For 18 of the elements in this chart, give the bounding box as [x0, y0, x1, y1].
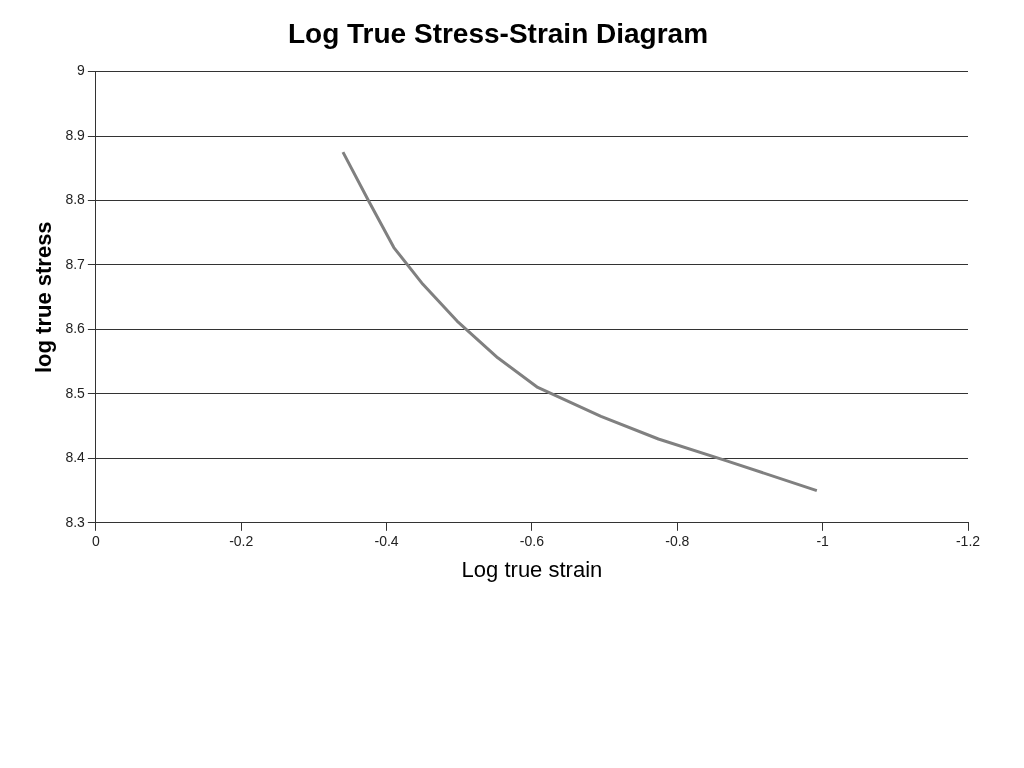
y-tick-label: 8.4: [65, 449, 86, 466]
y-tick-label: 8.8: [65, 191, 86, 208]
y-tick-label: 8.5: [65, 384, 86, 401]
y-tick-label: 8.9: [65, 126, 86, 143]
x-tick-label: 0: [91, 533, 100, 550]
x-tick-label: -1.2: [955, 533, 981, 550]
y-tick-label: 8.6: [65, 320, 86, 337]
chart-title: Log True Stress-Strain Diagram: [287, 17, 709, 49]
x-tick-label: -0.2: [229, 533, 254, 550]
y-axis-title: log true stress: [31, 221, 57, 373]
x-tick-label: -1: [816, 533, 830, 550]
y-tick-label: 8.3: [65, 513, 86, 530]
y-tick-label: 9: [77, 62, 86, 79]
x-tick-label: -0.4: [374, 533, 399, 550]
y-tick-label: 8.7: [65, 255, 86, 272]
x-tick-label: -0.6: [519, 533, 545, 550]
x-axis-title: Log true strain: [461, 556, 603, 582]
x-tick-label: -0.8: [665, 533, 690, 550]
